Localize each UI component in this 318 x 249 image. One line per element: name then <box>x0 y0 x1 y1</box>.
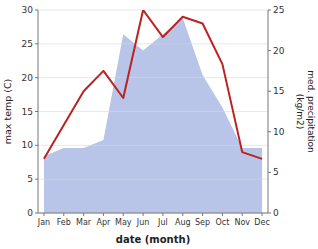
y-axis-title: max temp (C) <box>2 79 13 145</box>
x-tick-label: Nov <box>234 218 250 227</box>
y-axis-line <box>38 10 39 213</box>
x-tick-label: Jul <box>157 218 168 227</box>
grid-line <box>38 77 268 78</box>
x-axis-title: date (month) <box>116 234 190 245</box>
y2-tick-label: 25 <box>273 5 284 15</box>
x-tick-label: Jan <box>37 218 50 227</box>
grid-line <box>38 213 268 214</box>
y-tick-label: 25 <box>22 39 33 49</box>
x-axis-line <box>38 213 268 214</box>
x-tick-label: Jun <box>136 218 150 227</box>
background <box>0 0 318 249</box>
x-tick-label: Aug <box>175 218 191 227</box>
grid-line <box>38 43 268 44</box>
temp-line <box>44 10 262 159</box>
y2-tick-label: 5 <box>273 167 279 177</box>
x-tick-label: Mar <box>76 218 92 227</box>
y-tick-label: 10 <box>22 140 34 150</box>
grid <box>38 10 268 213</box>
x-tick-label: Feb <box>57 218 71 227</box>
line-layer <box>44 10 262 159</box>
x-tick-label: Oct <box>215 218 229 227</box>
area-layer <box>44 18 262 213</box>
y-tick-label: 20 <box>22 73 34 83</box>
y2-tick-label: 20 <box>273 46 285 56</box>
x-tick-label: Apr <box>97 218 112 227</box>
y-tick-label: 0 <box>27 208 33 218</box>
y-tick-label: 5 <box>27 174 33 184</box>
grid-line <box>38 10 268 11</box>
grid-line <box>38 179 268 180</box>
y2-tick-label: 0 <box>273 208 279 218</box>
y2-tick-label: 10 <box>273 127 285 137</box>
x-tick-label: May <box>115 218 132 227</box>
y2-axis-title-line: med. precipitation <box>306 70 316 152</box>
y-tick-label: 30 <box>22 5 34 15</box>
chart: 0 5 10 15 20 25 30 0 5 10 15 20 25 Jan Feb Mar AprMay Jun… <box>0 0 318 249</box>
axes: 0 5 10 15 20 25 30 0 5 10 15 20 25 Jan Feb Mar AprMay Jun… <box>22 5 285 227</box>
y2-axis-line <box>268 10 269 213</box>
y2-tick-label: 15 <box>273 86 284 96</box>
x-tick-label: Dec <box>254 218 269 227</box>
x-tick-label: Sep <box>195 218 210 227</box>
precip-area <box>44 18 262 213</box>
grid-line <box>38 145 268 146</box>
y2-axis-title: med. precipitation(kg/m2) <box>295 70 316 152</box>
y-tick-label: 15 <box>22 107 33 117</box>
y2-axis-title-line: (kg/m2) <box>295 94 305 129</box>
